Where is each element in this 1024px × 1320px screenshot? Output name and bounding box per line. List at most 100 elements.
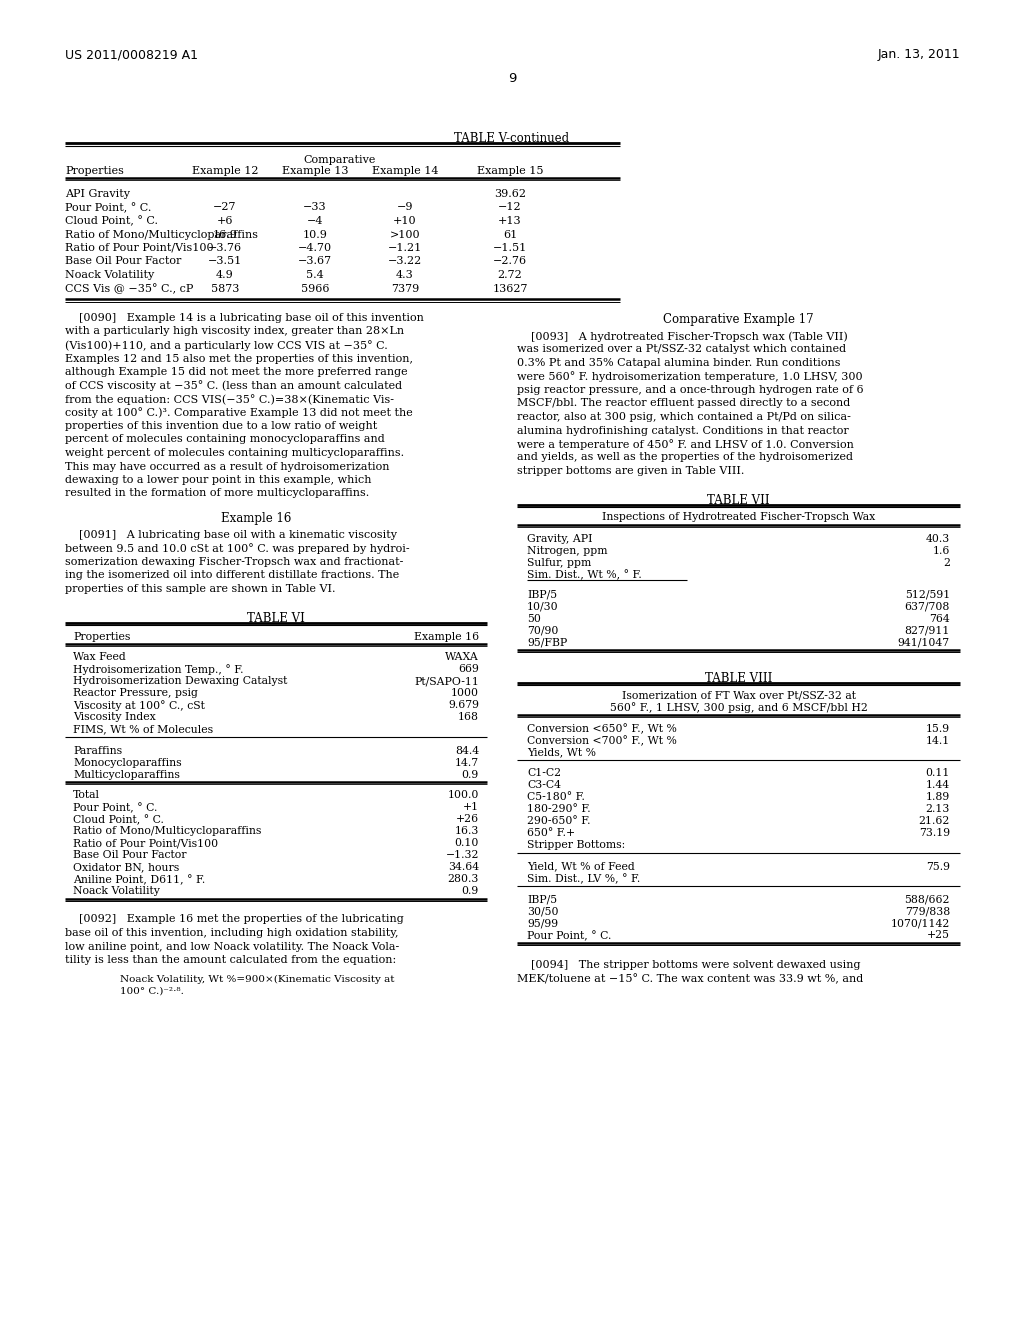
- Text: Example 13: Example 13: [282, 166, 348, 176]
- Text: properties of this invention due to a low ratio of weight: properties of this invention due to a lo…: [65, 421, 377, 432]
- Text: Gravity, API: Gravity, API: [527, 533, 593, 544]
- Text: 1000: 1000: [451, 689, 479, 698]
- Text: 168: 168: [458, 713, 479, 722]
- Text: TABLE VI: TABLE VI: [247, 611, 305, 624]
- Text: although Example 15 did not meet the more preferred range: although Example 15 did not meet the mor…: [65, 367, 408, 378]
- Text: Example 16: Example 16: [221, 512, 291, 525]
- Text: +10: +10: [393, 216, 417, 226]
- Text: US 2011/0008219 A1: US 2011/0008219 A1: [65, 48, 198, 61]
- Text: Aniline Point, D611, ° F.: Aniline Point, D611, ° F.: [73, 874, 205, 886]
- Text: were 560° F. hydroisomerization temperature, 1.0 LHSV, 300: were 560° F. hydroisomerization temperat…: [517, 371, 862, 383]
- Text: [0090]   Example 14 is a lubricating base oil of this invention: [0090] Example 14 is a lubricating base …: [65, 313, 424, 323]
- Text: Yields, Wt %: Yields, Wt %: [527, 747, 596, 758]
- Text: C1-C2: C1-C2: [527, 768, 561, 779]
- Text: Sulfur, ppm: Sulfur, ppm: [527, 557, 591, 568]
- Text: −4: −4: [307, 216, 324, 226]
- Text: 16.3: 16.3: [455, 826, 479, 837]
- Text: −3.76: −3.76: [208, 243, 242, 253]
- Text: −9: −9: [396, 202, 414, 213]
- Text: 10.9: 10.9: [302, 230, 328, 239]
- Text: Viscosity Index: Viscosity Index: [73, 713, 156, 722]
- Text: 100.0: 100.0: [447, 791, 479, 800]
- Text: 290-650° F.: 290-650° F.: [527, 817, 591, 826]
- Text: >100: >100: [390, 230, 420, 239]
- Text: 637/708: 637/708: [904, 602, 950, 611]
- Text: +1: +1: [463, 803, 479, 813]
- Text: 10/30: 10/30: [527, 602, 559, 611]
- Text: Ratio of Pour Point/Vis100: Ratio of Pour Point/Vis100: [65, 243, 214, 253]
- Text: Properties: Properties: [65, 166, 124, 176]
- Text: C5-180° F.: C5-180° F.: [527, 792, 585, 803]
- Text: between 9.5 and 10.0 cSt at 100° C. was prepared by hydroi-: between 9.5 and 10.0 cSt at 100° C. was …: [65, 544, 410, 554]
- Text: −2.76: −2.76: [493, 256, 527, 267]
- Text: 0.3% Pt and 35% Catapal alumina binder. Run conditions: 0.3% Pt and 35% Catapal alumina binder. …: [517, 358, 841, 368]
- Text: 95/FBP: 95/FBP: [527, 638, 567, 648]
- Text: 40.3: 40.3: [926, 533, 950, 544]
- Text: TABLE VIII: TABLE VIII: [705, 672, 772, 685]
- Text: 9.679: 9.679: [449, 701, 479, 710]
- Text: 15.9: 15.9: [926, 723, 950, 734]
- Text: 16.9: 16.9: [213, 230, 238, 239]
- Text: 73.19: 73.19: [919, 829, 950, 838]
- Text: 669: 669: [458, 664, 479, 675]
- Text: 779/838: 779/838: [905, 907, 950, 916]
- Text: Paraffins: Paraffins: [73, 746, 122, 755]
- Text: +6: +6: [217, 216, 233, 226]
- Text: 4.9: 4.9: [216, 271, 233, 280]
- Text: 827/911: 827/911: [904, 626, 950, 635]
- Text: 1070/1142: 1070/1142: [891, 919, 950, 928]
- Text: Pour Point, ° C.: Pour Point, ° C.: [527, 931, 611, 941]
- Text: ing the isomerized oil into different distillate fractions. The: ing the isomerized oil into different di…: [65, 570, 399, 581]
- Text: 9: 9: [508, 73, 516, 84]
- Text: Examples 12 and 15 also met the properties of this invention,: Examples 12 and 15 also met the properti…: [65, 354, 413, 363]
- Text: MSCF/bbl. The reactor effluent passed directly to a second: MSCF/bbl. The reactor effluent passed di…: [517, 399, 850, 408]
- Text: [0091]   A lubricating base oil with a kinematic viscosity: [0091] A lubricating base oil with a kin…: [65, 531, 397, 540]
- Text: properties of this sample are shown in Table VI.: properties of this sample are shown in T…: [65, 583, 336, 594]
- Text: 0.9: 0.9: [462, 887, 479, 896]
- Text: Base Oil Pour Factor: Base Oil Pour Factor: [73, 850, 186, 861]
- Text: Noack Volatility, Wt %=900×(Kinematic Viscosity at: Noack Volatility, Wt %=900×(Kinematic Vi…: [120, 974, 394, 983]
- Text: Ratio of Mono/Multicycloparaffins: Ratio of Mono/Multicycloparaffins: [73, 826, 261, 837]
- Text: Example 12: Example 12: [191, 166, 258, 176]
- Text: with a particularly high viscosity index, greater than 28×Ln: with a particularly high viscosity index…: [65, 326, 404, 337]
- Text: This may have occurred as a result of hydroisomerization: This may have occurred as a result of hy…: [65, 462, 389, 471]
- Text: Sim. Dist., LV %, ° F.: Sim. Dist., LV %, ° F.: [527, 874, 640, 884]
- Text: +26: +26: [456, 814, 479, 825]
- Text: of CCS viscosity at −35° C. (less than an amount calculated: of CCS viscosity at −35° C. (less than a…: [65, 380, 402, 391]
- Text: 2: 2: [943, 557, 950, 568]
- Text: 588/662: 588/662: [904, 895, 950, 904]
- Text: Reactor Pressure, psig: Reactor Pressure, psig: [73, 689, 198, 698]
- Text: (Vis100)+110, and a particularly low CCS VIS at −35° C.: (Vis100)+110, and a particularly low CCS…: [65, 341, 388, 351]
- Text: Viscosity at 100° C., cSt: Viscosity at 100° C., cSt: [73, 701, 205, 711]
- Text: 650° F.+: 650° F.+: [527, 829, 575, 838]
- Text: Inspections of Hydrotreated Fischer-Tropsch Wax: Inspections of Hydrotreated Fischer-Trop…: [602, 512, 876, 523]
- Text: 7379: 7379: [391, 284, 419, 293]
- Text: from the equation: CCS VIS(−35° C.)=38×(Kinematic Vis-: from the equation: CCS VIS(−35° C.)=38×(…: [65, 393, 394, 405]
- Text: Stripper Bottoms:: Stripper Bottoms:: [527, 841, 626, 850]
- Text: C3-C4: C3-C4: [527, 780, 561, 791]
- Text: and yields, as well as the properties of the hydroisomerized: and yields, as well as the properties of…: [517, 453, 853, 462]
- Text: −1.51: −1.51: [493, 243, 527, 253]
- Text: +25: +25: [927, 931, 950, 940]
- Text: Conversion <700° F., Wt %: Conversion <700° F., Wt %: [527, 735, 677, 746]
- Text: Jan. 13, 2011: Jan. 13, 2011: [878, 48, 961, 61]
- Text: Wax Feed: Wax Feed: [73, 652, 126, 663]
- Text: Example 14: Example 14: [372, 166, 438, 176]
- Text: Example 16: Example 16: [414, 631, 479, 642]
- Text: FIMS, Wt % of Molecules: FIMS, Wt % of Molecules: [73, 725, 213, 734]
- Text: Cloud Point, ° C.: Cloud Point, ° C.: [65, 216, 158, 227]
- Text: Properties: Properties: [73, 631, 130, 642]
- Text: weight percent of molecules containing multicycloparaffins.: weight percent of molecules containing m…: [65, 447, 404, 458]
- Text: 21.62: 21.62: [919, 817, 950, 826]
- Text: Nitrogen, ppm: Nitrogen, ppm: [527, 545, 607, 556]
- Text: IBP/5: IBP/5: [527, 590, 557, 599]
- Text: was isomerized over a Pt/SSZ-32 catalyst which contained: was isomerized over a Pt/SSZ-32 catalyst…: [517, 345, 846, 355]
- Text: −4.70: −4.70: [298, 243, 332, 253]
- Text: 0.11: 0.11: [926, 768, 950, 779]
- Text: 84.4: 84.4: [455, 746, 479, 755]
- Text: −1.21: −1.21: [388, 243, 422, 253]
- Text: Ratio of Mono/Multicycloparaffins: Ratio of Mono/Multicycloparaffins: [65, 230, 258, 239]
- Text: TABLE V-continued: TABLE V-continued: [455, 132, 569, 145]
- Text: −33: −33: [303, 202, 327, 213]
- Text: alumina hydrofinishing catalyst. Conditions in that reactor: alumina hydrofinishing catalyst. Conditi…: [517, 425, 849, 436]
